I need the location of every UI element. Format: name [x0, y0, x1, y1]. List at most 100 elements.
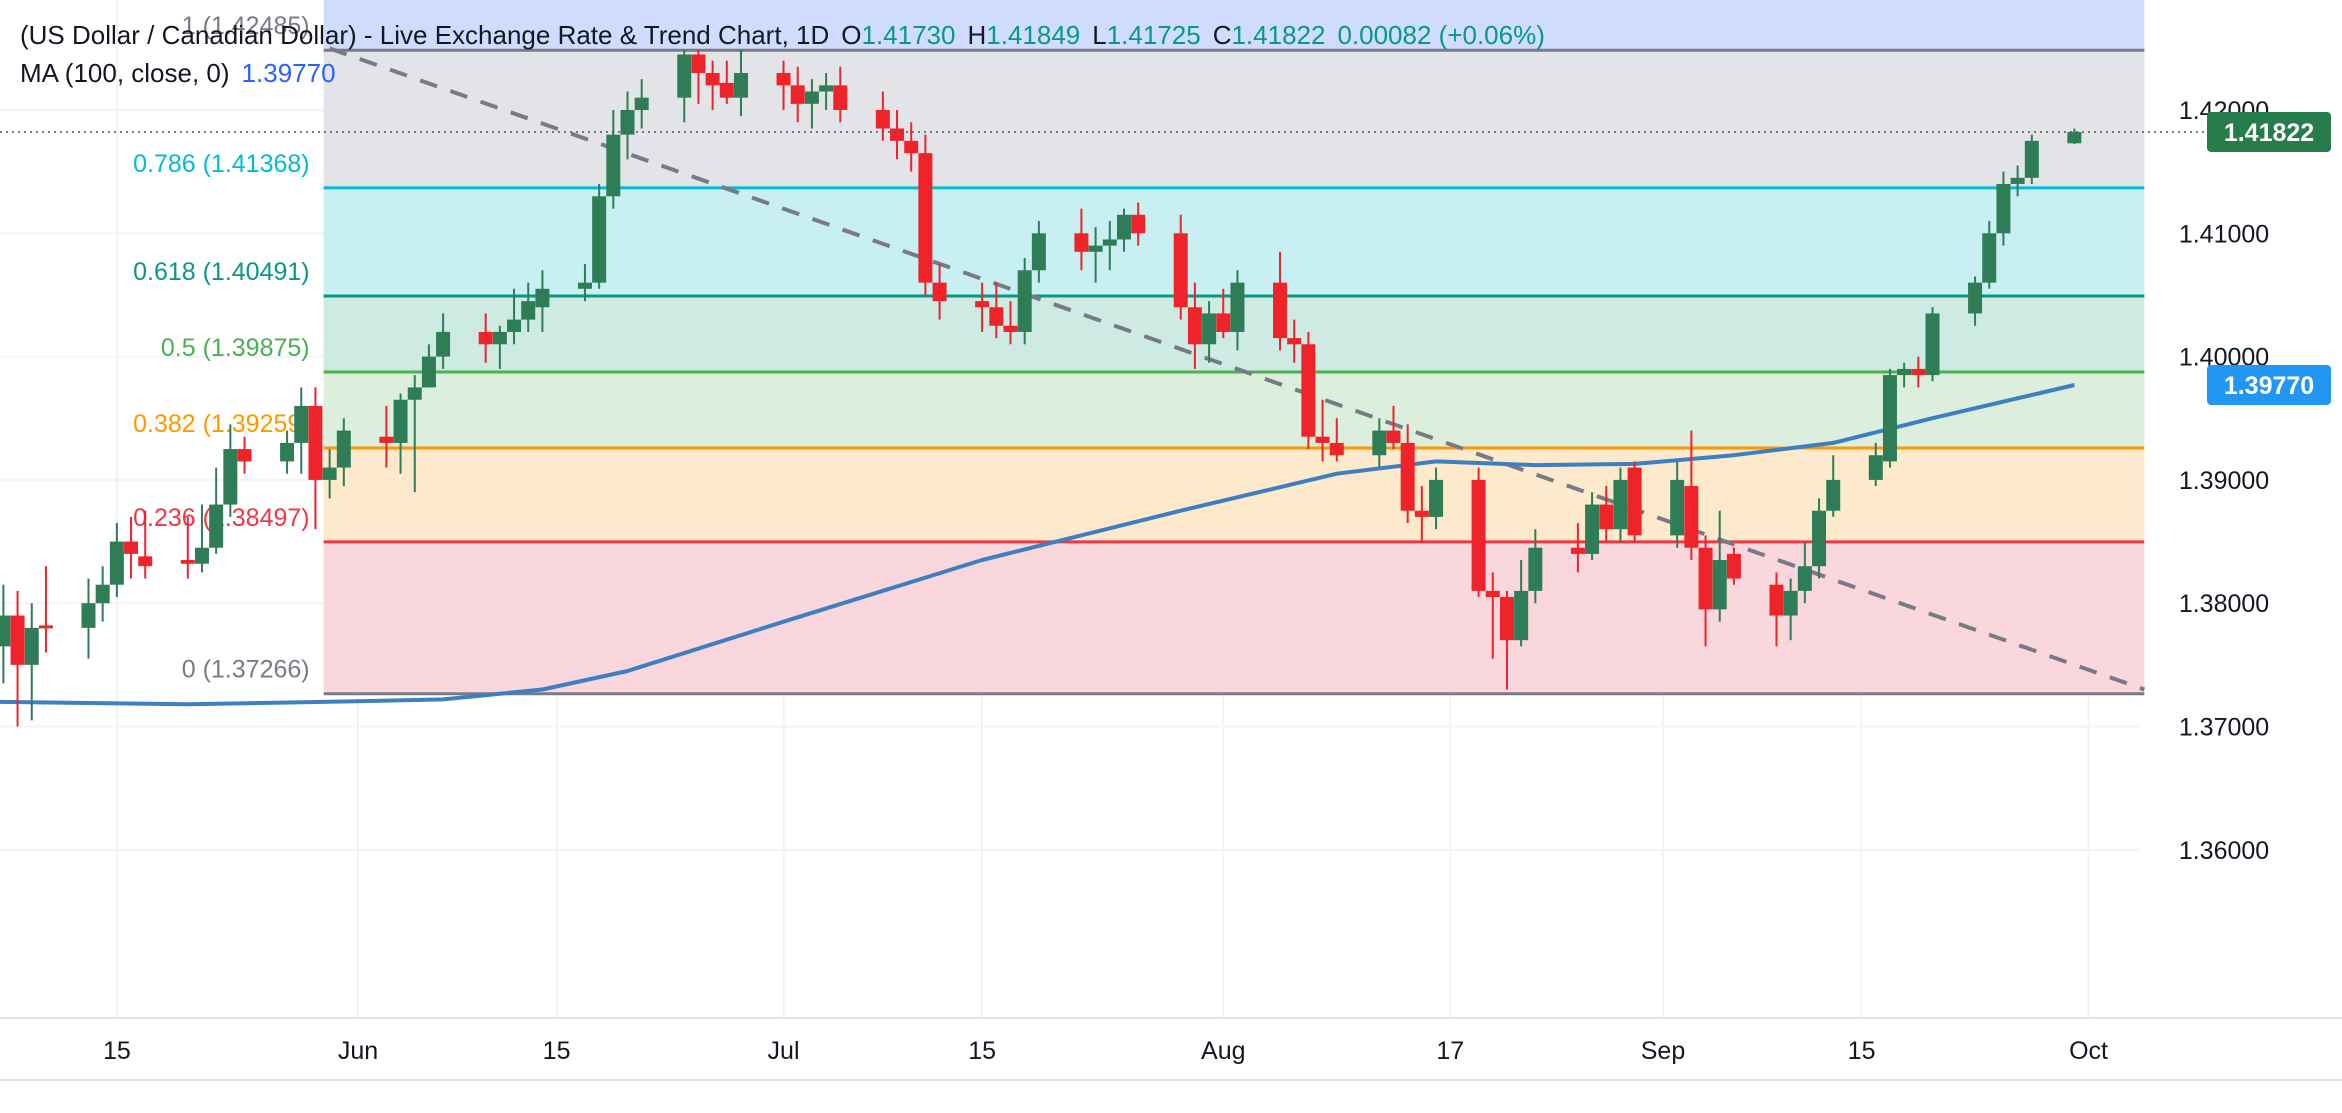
- fibonacci-retracement[interactable]: 1 (1.42485) 0.786 (1.41368) 0.618 (1.40491…: [133, 0, 2145, 696]
- high-value: 1.41849: [986, 20, 1081, 50]
- candle-body: [577, 282, 592, 289]
- candle-body: [521, 301, 536, 320]
- candle: [1599, 486, 1614, 542]
- candle: [1116, 208, 1131, 252]
- candle: [1003, 301, 1018, 345]
- candle: [109, 523, 124, 598]
- candle: [280, 430, 295, 474]
- candle-body: [109, 541, 124, 585]
- candle-body: [2067, 131, 2082, 144]
- y-tick-label: 1.37000: [2179, 714, 2269, 742]
- candle-body: [436, 331, 451, 357]
- candle: [1911, 356, 1926, 388]
- candle-body: [1585, 504, 1600, 554]
- candle-body: [308, 405, 323, 480]
- candle: [2024, 134, 2039, 184]
- candle: [620, 91, 635, 160]
- candle-body: [1315, 436, 1330, 443]
- candle: [492, 325, 507, 369]
- y-tick-label: 1.41000: [2179, 220, 2269, 248]
- candle: [606, 110, 621, 209]
- y-tick-label: 1.43000: [2179, 0, 2269, 2]
- candle-body: [1726, 553, 1741, 579]
- candle-body: [1868, 455, 1883, 480]
- candle-body: [209, 504, 224, 548]
- open-value: 1.41730: [861, 20, 956, 50]
- fib-level-label: 1 (1.42485): [182, 12, 310, 40]
- fib-zone: [323, 372, 2145, 448]
- candle-body: [634, 97, 649, 110]
- candle-body: [1712, 560, 1727, 610]
- fib-zone: [323, 541, 2145, 694]
- candle-body: [1372, 430, 1387, 456]
- candle-body: [1017, 270, 1032, 332]
- candle: [294, 387, 309, 474]
- candle: [1627, 461, 1642, 542]
- candle: [379, 405, 394, 468]
- candle-body: [1698, 547, 1713, 610]
- low-label: L: [1092, 20, 1107, 50]
- candle: [237, 436, 252, 474]
- candle-body: [1287, 338, 1302, 345]
- candle: [521, 282, 536, 332]
- candle-body: [819, 85, 834, 92]
- candle-body: [1102, 239, 1117, 246]
- candle-body: [1386, 430, 1401, 443]
- candle-body: [38, 625, 53, 629]
- candle: [1712, 510, 1727, 622]
- candle-body: [10, 615, 25, 665]
- candle: [1131, 202, 1146, 246]
- candle: [1329, 418, 1344, 462]
- fib-zone: [323, 50, 2145, 188]
- open-label: O: [841, 20, 862, 50]
- candle-body: [336, 430, 351, 468]
- high-label: H: [967, 20, 987, 50]
- candle: [634, 79, 649, 129]
- candle: [1386, 405, 1401, 450]
- x-tick-label: 15: [968, 1037, 996, 1065]
- candle: [95, 566, 110, 622]
- candle-body: [1187, 307, 1202, 345]
- change-value: 0.00082 (+0.06%): [1337, 20, 1545, 50]
- candle-body: [294, 405, 309, 443]
- ma-legend[interactable]: MA (100, close, 0) 1.39770: [20, 58, 348, 89]
- candle: [535, 270, 550, 332]
- candle: [1570, 523, 1585, 573]
- candle: [407, 375, 422, 493]
- candle: [1996, 171, 2011, 246]
- candle: [1429, 467, 1444, 530]
- candle: [209, 467, 224, 554]
- candle: [1812, 498, 1827, 579]
- ma-line-group: [0, 383, 2075, 707]
- ma-badge: [2207, 364, 2331, 405]
- candle-body: [492, 331, 507, 345]
- candle-body: [81, 603, 96, 628]
- candle-body: [1116, 214, 1131, 240]
- candle: [0, 584, 11, 684]
- axes: 1.360001.370001.380001.390001.400001.410…: [0, 0, 2342, 1081]
- candle: [904, 122, 919, 172]
- candle: [2010, 165, 2025, 197]
- candle: [1982, 220, 1997, 289]
- symbol-header: (US Dollar / Canadian Dollar) - Live Exc…: [20, 20, 1557, 51]
- candle-body: [393, 399, 408, 443]
- candle-body: [223, 449, 238, 505]
- candle: [1499, 590, 1514, 690]
- candle-body: [1230, 282, 1245, 332]
- candle: [421, 344, 436, 388]
- candle-body: [1471, 479, 1486, 591]
- x-tick-label: Jul: [768, 1037, 800, 1065]
- candle: [592, 183, 607, 289]
- candle-body: [677, 54, 692, 98]
- candle-body: [1783, 590, 1798, 616]
- trendline-group[interactable]: [328, 46, 2146, 692]
- candle: [180, 516, 195, 579]
- candle: [1187, 282, 1202, 369]
- candle-body: [124, 541, 139, 554]
- candle-body: [1599, 504, 1614, 530]
- candle-body: [932, 282, 947, 302]
- candle-body: [691, 54, 706, 74]
- candle: [1485, 572, 1500, 659]
